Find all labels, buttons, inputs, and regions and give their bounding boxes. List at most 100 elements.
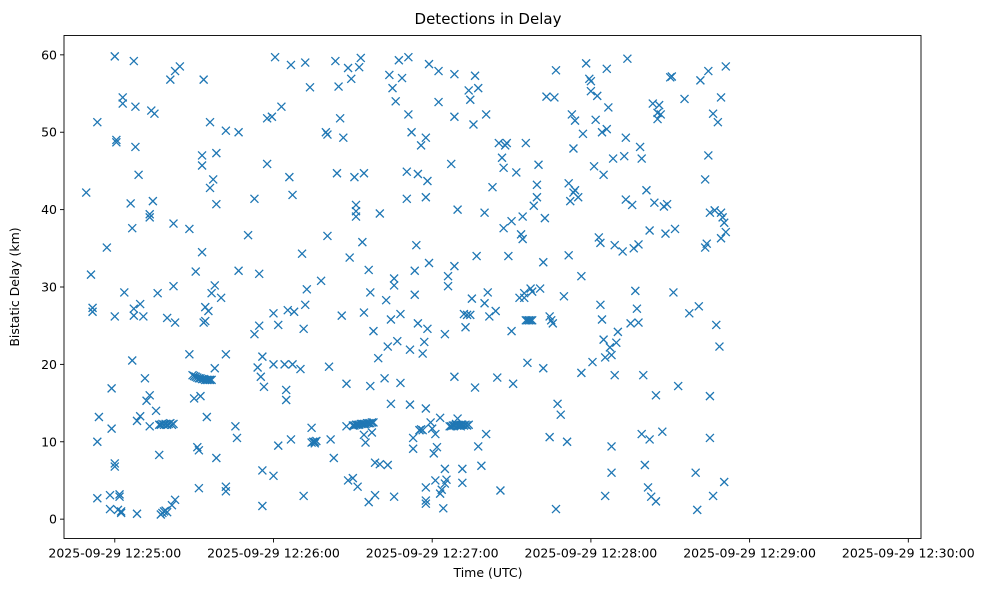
- x-tick-label: 2025-09-29 12:26:00: [207, 546, 340, 561]
- data-point-stroke: [324, 362, 334, 372]
- data-point: [208, 174, 218, 184]
- data-point-stroke: [464, 420, 474, 430]
- data-point-stroke: [145, 209, 155, 219]
- data-point-stroke: [654, 100, 664, 110]
- data-point-stroke: [608, 154, 618, 164]
- data-point-stroke: [232, 433, 242, 443]
- data-point-stroke: [507, 216, 517, 226]
- data-point: [589, 161, 599, 171]
- data-point-stroke: [145, 212, 155, 222]
- data-point-stroke: [150, 109, 159, 119]
- data-point-stroke: [692, 505, 702, 515]
- data-point: [519, 288, 529, 298]
- data-point: [702, 239, 712, 249]
- data-point-stroke: [507, 326, 517, 336]
- data-point: [343, 476, 353, 485]
- data-point: [127, 223, 137, 233]
- data-point: [338, 133, 348, 143]
- data-point-stroke: [286, 434, 296, 444]
- data-point-stroke: [634, 239, 643, 249]
- data-point-stroke: [373, 353, 383, 363]
- data-point-stroke: [81, 188, 91, 198]
- data-point-stroke: [438, 503, 448, 513]
- data-point-stroke: [169, 281, 178, 291]
- data-point-stroke: [461, 322, 470, 332]
- data-point-stroke: [462, 310, 472, 320]
- data-point-stroke: [703, 66, 713, 76]
- data-point-stroke: [302, 284, 312, 294]
- data-point: [322, 130, 332, 140]
- data-point-stroke: [646, 492, 656, 502]
- data-point-stroke: [588, 357, 597, 367]
- data-point-stroke: [307, 423, 317, 433]
- x-axis: 2025-09-29 12:25:00 2025-09-29 12:26:00 20…: [48, 538, 975, 561]
- data-point: [457, 478, 467, 488]
- data-point-stroke: [118, 99, 128, 109]
- y-axis: 0 10 20 30 40 50 60: [41, 47, 64, 527]
- data-point: [169, 219, 178, 229]
- data-point-stroke: [300, 58, 310, 68]
- data-point: [716, 92, 726, 102]
- data-point: [565, 196, 575, 206]
- data-point: [538, 257, 548, 267]
- data-point: [395, 378, 405, 388]
- data-point-stroke: [203, 375, 213, 385]
- data-point-stroke: [116, 508, 126, 518]
- data-point-stroke: [649, 198, 659, 208]
- data-point: [430, 476, 440, 485]
- data-point: [110, 458, 120, 468]
- data-point-stroke: [668, 287, 678, 297]
- data-point: [111, 135, 121, 145]
- data-point: [421, 404, 431, 413]
- data-point: [153, 288, 163, 298]
- data-point: [556, 410, 566, 420]
- data-point-stroke: [369, 326, 378, 336]
- data-point: [359, 430, 369, 440]
- data-point-stroke: [602, 64, 612, 74]
- data-point: [449, 69, 459, 79]
- data-point: [638, 370, 648, 380]
- data-point: [721, 61, 731, 71]
- data-point-stroke: [422, 176, 432, 186]
- data-point-stroke: [630, 286, 640, 296]
- data-point: [110, 462, 120, 471]
- data-point-stroke: [135, 299, 145, 309]
- data-point-stroke: [397, 73, 407, 83]
- data-point-stroke: [559, 291, 569, 301]
- data-point-stroke: [167, 500, 177, 510]
- data-point-stroke: [413, 169, 423, 179]
- data-point-stroke: [389, 274, 399, 283]
- data-point: [175, 61, 185, 71]
- data-point: [607, 350, 616, 360]
- data-point: [389, 492, 399, 502]
- data-point: [434, 66, 444, 76]
- data-point: [307, 423, 317, 433]
- data-point-stroke: [721, 61, 731, 71]
- data-point-stroke: [534, 160, 543, 170]
- data-point-stroke: [403, 52, 413, 62]
- data-point: [348, 473, 358, 483]
- data-point-stroke: [356, 53, 366, 63]
- data-point: [221, 126, 231, 136]
- data-point-stroke: [389, 492, 399, 502]
- data-point-stroke: [249, 194, 259, 204]
- data-point-stroke: [116, 506, 126, 516]
- data-point: [367, 428, 377, 437]
- data-point-stroke: [581, 58, 591, 68]
- data-point-stroke: [280, 359, 290, 369]
- data-point: [88, 307, 98, 317]
- data-point-stroke: [330, 56, 340, 66]
- data-point: [289, 307, 299, 317]
- data-point: [329, 453, 339, 463]
- data-point: [170, 495, 180, 505]
- data-point-stroke: [602, 124, 612, 134]
- data-point: [637, 154, 647, 164]
- data-point: [194, 483, 204, 493]
- data-point: [541, 92, 551, 102]
- data-point-stroke: [457, 464, 467, 474]
- data-point: [576, 271, 586, 281]
- data-point: [403, 109, 413, 119]
- data-point: [462, 310, 472, 320]
- data-point: [326, 434, 336, 444]
- data-point: [142, 396, 151, 406]
